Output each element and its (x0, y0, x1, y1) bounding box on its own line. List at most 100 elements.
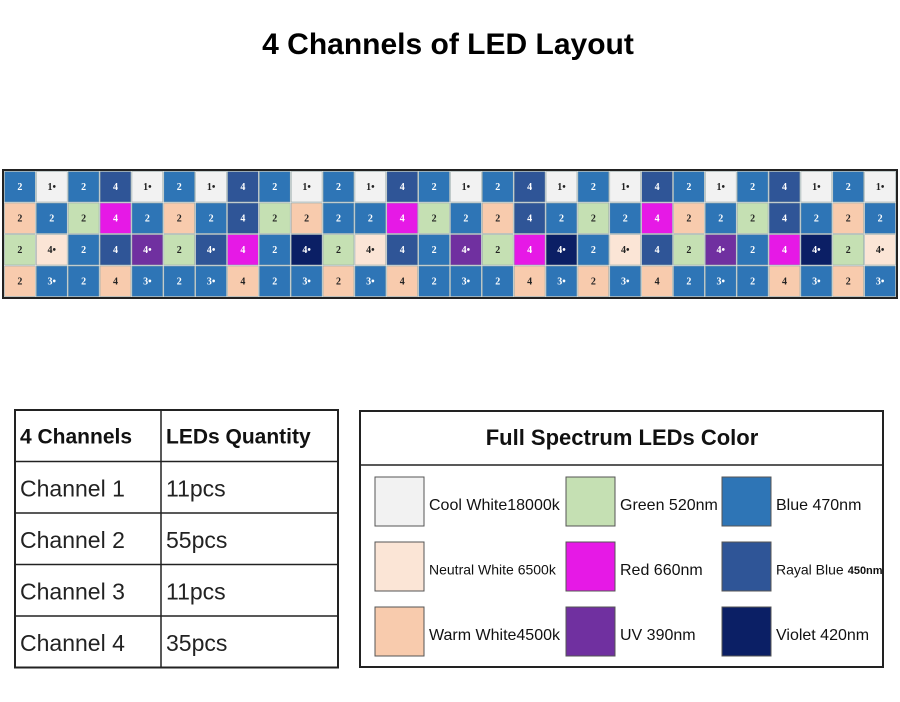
led-label: 2 (304, 214, 309, 225)
legend-detail: 450nm (848, 565, 883, 577)
led-label: 2 (814, 214, 819, 225)
led-label: 3• (48, 277, 57, 288)
led-label: 2 (495, 214, 500, 225)
led-cell (832, 234, 864, 266)
led-label: 4 (782, 277, 787, 288)
led-label: 4 (527, 277, 532, 288)
led-label: 4• (812, 245, 821, 256)
led-cell (641, 202, 673, 234)
led-cell (513, 265, 546, 297)
led-cell (768, 234, 801, 266)
led-label: 2 (336, 277, 341, 288)
legend-title: Full Spectrum LEDs Color (486, 425, 759, 450)
led-cell (386, 202, 418, 234)
led-label: 2 (750, 277, 755, 288)
led-cell (450, 265, 482, 297)
led-cell (736, 234, 769, 266)
led-label: 1• (621, 182, 630, 193)
led-label: 2 (81, 214, 86, 225)
led-label: 4• (302, 245, 311, 256)
led-label: 4 (113, 182, 118, 193)
led-label: 2 (336, 214, 341, 225)
led-cell (705, 202, 737, 234)
table-header: LEDs Quantity (166, 425, 311, 448)
led-cell (99, 234, 132, 266)
color-swatch (721, 606, 772, 657)
led-label: 2 (209, 214, 214, 225)
led-cell (195, 234, 227, 266)
led-label: 2 (336, 245, 341, 256)
led-cell (195, 202, 227, 234)
led-cell (163, 171, 195, 203)
led-label: 2 (846, 182, 851, 193)
led-label: 2 (145, 214, 150, 225)
led-cell (418, 265, 450, 297)
led-cell (259, 202, 291, 234)
led-label: 2 (591, 277, 596, 288)
led-cell (322, 265, 355, 297)
led-label: 3• (462, 277, 471, 288)
legend-label: Rayal Blue (776, 562, 844, 578)
led-label: 3• (302, 277, 311, 288)
led-label: 2 (17, 182, 22, 193)
led-cell (99, 202, 132, 234)
led-cell (832, 202, 864, 234)
led-label: 1• (812, 182, 821, 193)
led-cell (832, 265, 864, 297)
led-label: 4 (527, 245, 532, 256)
led-label: 4 (400, 277, 405, 288)
led-label: 4• (366, 245, 375, 256)
led-cell (736, 171, 769, 203)
led-cell (4, 265, 36, 297)
led-cell (641, 234, 673, 266)
legend-label: Neutral White 6500k (429, 562, 557, 578)
color-swatch (721, 541, 772, 592)
led-label: 2 (846, 245, 851, 256)
led-cell (705, 171, 737, 203)
led-label: 4 (240, 245, 245, 256)
led-cell (67, 202, 100, 234)
led-label: 2 (750, 245, 755, 256)
led-label: 4 (527, 214, 532, 225)
led-label: 4 (113, 277, 118, 288)
led-cell (450, 171, 482, 203)
led-cell (290, 171, 323, 203)
led-cell (322, 171, 355, 203)
led-cell (577, 234, 610, 266)
led-label: 2 (591, 214, 596, 225)
led-cell (673, 171, 705, 203)
led-label: 1• (366, 182, 375, 193)
led-cell (768, 171, 801, 203)
led-cell (195, 171, 227, 203)
led-cell (227, 265, 259, 297)
led-label: 4 (400, 245, 405, 256)
legend-label: Cool White18000k (429, 497, 561, 514)
led-cell (99, 171, 132, 203)
channel-table: 4 Channels LEDs Quantity Channel 1 11pcs Cha… (14, 409, 339, 669)
led-cell (259, 265, 291, 297)
led-cell (609, 234, 641, 266)
led-label: 2 (495, 277, 500, 288)
led-cell (4, 171, 36, 203)
led-cell (354, 234, 387, 266)
led-label: 4 (782, 245, 787, 256)
led-label: 3• (717, 277, 726, 288)
led-cell (36, 234, 68, 266)
led-cell (768, 265, 801, 297)
led-cell (577, 171, 610, 203)
led-cell (513, 202, 546, 234)
led-cell (577, 265, 610, 297)
legend-label: Red 660nm (620, 562, 703, 579)
led-cell (36, 171, 68, 203)
led-cell (864, 171, 896, 203)
led-label: 2 (177, 182, 182, 193)
led-label: 4 (655, 277, 660, 288)
led-cell (545, 202, 578, 234)
led-cell (386, 234, 418, 266)
led-cell (482, 234, 514, 266)
table-cell: 11pcs (166, 475, 226, 501)
led-cell (705, 234, 737, 266)
led-label: 2 (336, 182, 341, 193)
led-cell (513, 171, 546, 203)
